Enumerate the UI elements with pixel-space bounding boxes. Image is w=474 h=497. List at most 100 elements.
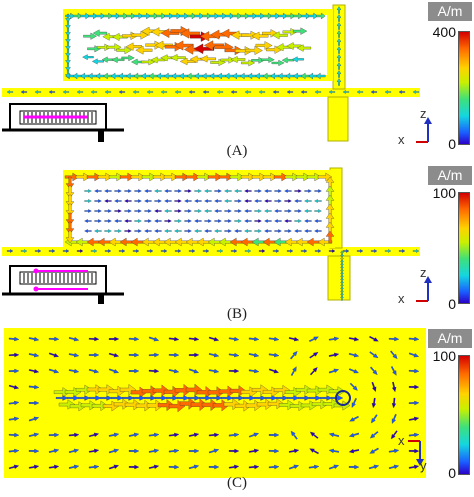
field-arrow [245,46,263,55]
field-arrow [264,199,272,203]
field-arrow [168,464,180,470]
field-arrow [164,189,172,193]
field-arrow [328,432,340,438]
field-arrow [308,72,318,80]
field-arrow [391,381,397,393]
field-arrow [244,249,252,253]
field-arrow [108,368,120,374]
field-arrow [300,249,308,253]
field-arrow [174,249,182,253]
panel-c-unit-label: A/m [428,329,472,348]
field-arrow [242,395,256,401]
field-arrow [300,12,311,20]
panel-b-axis-z: z [420,265,427,280]
field-arrow [148,448,160,454]
field-arrow [108,448,120,454]
field-arrow [55,395,69,401]
field-arrow [75,237,91,247]
field-arrow [144,189,152,193]
field-arrow [349,415,359,422]
field-arrow [214,199,222,203]
field-arrow [148,72,159,80]
field-arrow [294,229,302,233]
field-arrow [148,432,160,438]
field-arrow [168,432,180,438]
field-arrow [351,398,357,408]
field-arrow [255,72,265,80]
panel-b: A/m 100 0 z x (B) [0,163,474,325]
field-arrow [296,44,312,52]
field-arrow [65,194,75,208]
field-arrow [146,399,164,412]
field-arrow [80,72,90,80]
field-arrow [194,72,204,80]
field-arrow [314,219,322,223]
field-arrow [128,352,140,358]
field-arrow [108,352,120,358]
field-arrow [68,448,80,454]
field-arrow [84,199,92,203]
field-arrow [28,368,40,374]
field-arrow [6,249,14,253]
field-arrow [190,398,208,412]
field-arrow [64,172,80,182]
field-arrow [314,229,322,233]
field-arrow [72,12,83,20]
panel-a-axis-x: x [398,132,405,147]
field-arrow [154,189,162,193]
field-arrow [234,199,242,203]
field-arrow [234,229,242,233]
field-arrow [68,352,80,358]
field-arrow [20,90,28,94]
panel-a-color-scale [458,31,470,145]
field-arrow [168,336,180,342]
field-arrow [130,172,146,182]
field-arrow [244,219,252,223]
field-arrow [284,237,300,247]
field-arrow [65,185,75,199]
field-arrow [384,90,392,94]
field-arrow [126,12,136,20]
field-arrow [174,209,182,213]
field-arrow [268,432,280,438]
field-arrow [274,229,282,233]
field-arrow [348,432,360,438]
field-arrow [194,199,202,203]
field-arrow [244,90,252,94]
field-arrow [176,395,190,401]
field-arrow [214,229,222,233]
field-arrow [208,352,220,358]
field-arrow [306,172,322,182]
field-arrow [255,12,265,20]
panel-b-color-scale [458,192,470,304]
field-arrow [293,12,303,20]
field-arrow [94,199,102,203]
field-arrow [6,90,14,94]
field-arrow [92,29,108,37]
field-arrow [76,90,84,94]
field-arrow [272,90,280,94]
panel-a-unit-label: A/m [428,2,472,21]
field-arrow [408,352,420,358]
field-arrow [168,352,180,358]
field-arrow [294,209,302,213]
field-arrow [62,90,70,94]
field-arrow [319,395,333,401]
field-arrow [196,386,214,399]
field-arrow [132,249,140,253]
field-arrow [28,384,40,390]
panel-a-inset-schematic [2,103,124,142]
field-arrow [268,448,280,454]
field-arrow [220,395,234,401]
field-arrow [247,72,258,80]
field-arrow [95,12,106,20]
field-arrow [336,14,342,22]
field-arrow [126,72,136,80]
field-arrow [174,189,182,193]
field-arrow [163,172,179,182]
field-arrow [104,90,112,94]
field-arrow [254,229,262,233]
field-arrow [75,172,91,182]
field-arrow [132,395,146,401]
field-arrow [65,20,71,30]
